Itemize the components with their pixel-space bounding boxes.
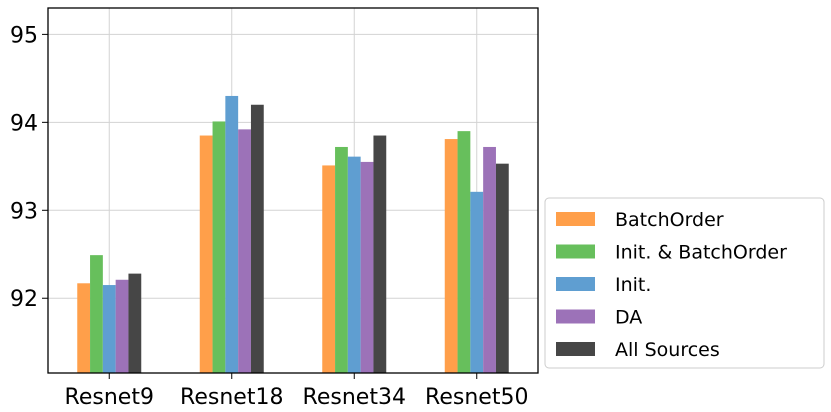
- legend-label: DA: [615, 307, 642, 329]
- bar: [457, 131, 471, 373]
- legend-box: [544, 197, 825, 369]
- y-tick-label: 95: [10, 23, 38, 48]
- bar: [495, 163, 509, 373]
- x-axis: Resnet9 Resnet18 Resnet34 Resnet50: [65, 373, 528, 410]
- bar: [128, 273, 142, 373]
- y-tick-label: 92: [10, 287, 38, 312]
- bar: [90, 255, 103, 373]
- bar: [347, 156, 361, 373]
- bar: [335, 146, 348, 373]
- legend-label: Init.: [615, 274, 651, 296]
- bar: [250, 104, 264, 374]
- bar: [115, 279, 129, 373]
- bars-group: [77, 95, 509, 374]
- bar: [483, 146, 496, 373]
- bar: [373, 135, 387, 373]
- plot-frame: [47, 7, 539, 374]
- legend-swatch: [556, 342, 595, 356]
- bar: [238, 129, 251, 373]
- x-tick-label: Resnet50: [425, 385, 528, 410]
- legend: BatchOrder Init. & BatchOrder Init. DA All S…: [544, 197, 825, 369]
- y-tick-label: 93: [10, 199, 38, 224]
- bar: [199, 135, 213, 373]
- legend-label: Init. & BatchOrder: [615, 242, 787, 264]
- legend-swatch: [556, 309, 595, 324]
- bar: [225, 95, 239, 373]
- legend-swatch: [556, 212, 595, 226]
- x-tick-label: Resnet9: [65, 385, 154, 410]
- legend-swatch: [556, 277, 595, 291]
- bar: [102, 285, 116, 373]
- y-axis: 92 93 94 95: [10, 23, 48, 312]
- x-tick-label: Resnet18: [180, 385, 283, 410]
- bar: [77, 283, 91, 373]
- y-tick-label: 94: [10, 111, 38, 136]
- legend-label: BatchOrder: [615, 209, 724, 231]
- legend-label: All Sources: [615, 339, 720, 361]
- x-tick-label: Resnet34: [303, 385, 406, 410]
- bar: [444, 139, 458, 373]
- bar: [212, 121, 226, 374]
- bar: [470, 191, 484, 373]
- bar: [360, 161, 374, 373]
- legend-swatch: [556, 244, 595, 259]
- bar: [322, 165, 336, 373]
